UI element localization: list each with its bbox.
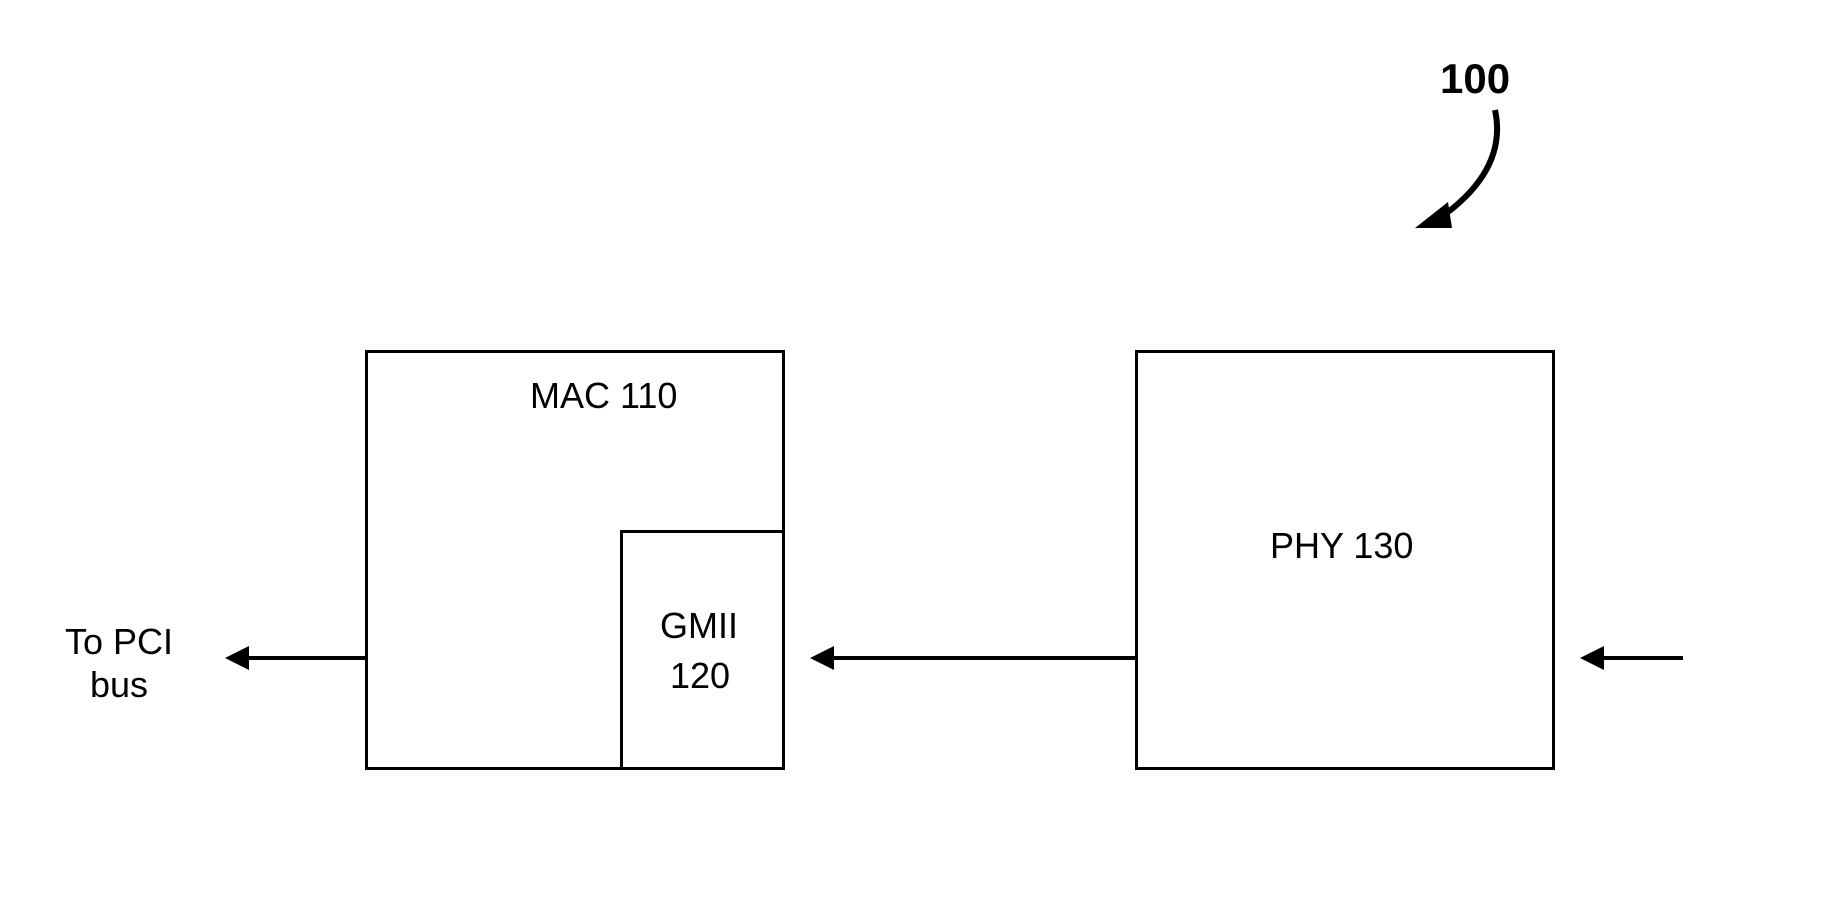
gmii-block [620,530,785,770]
mac-label: MAC 110 [530,375,677,417]
reference-pointer-arrow [1390,100,1530,250]
arrow-mac-to-pci-line [248,656,365,660]
phy-label: PHY 130 [1270,525,1413,567]
pci-bus-label: To PCI bus [65,620,173,706]
arrow-phy-to-mac-line [833,656,1135,660]
arrow-mac-to-pci-head [225,646,249,670]
reference-number-label: 100 [1440,55,1510,103]
gmii-label-line1: GMII [660,605,738,647]
arrow-in-to-phy-head [1580,646,1604,670]
arrow-in-to-phy-line [1603,656,1683,660]
block-diagram: 100 MAC 110 GMII 120 PHY 130 To PCI bus [0,0,1830,922]
gmii-label-line2: 120 [670,655,730,697]
arrow-phy-to-mac-head [810,646,834,670]
